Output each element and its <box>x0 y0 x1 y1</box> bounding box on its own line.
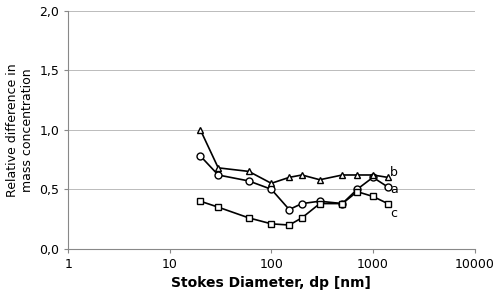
Y-axis label: Relative difference in
mass concentration: Relative difference in mass concentratio… <box>6 63 34 197</box>
Text: c: c <box>390 207 397 220</box>
X-axis label: Stokes Diameter, dp [nm]: Stokes Diameter, dp [nm] <box>172 276 372 290</box>
Text: a: a <box>390 183 398 196</box>
Text: b: b <box>390 166 398 179</box>
